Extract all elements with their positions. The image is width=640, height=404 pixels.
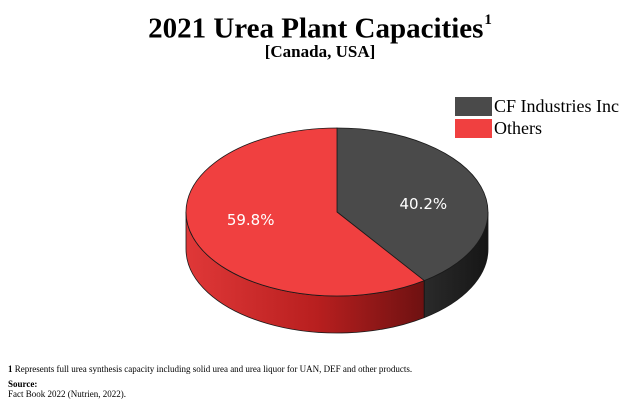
pie-slice-cf-industries-inc — [336, 127, 489, 282]
legend-label-others: Others — [494, 118, 542, 138]
pie-label-cf-industries-inc: 40.2% — [400, 195, 448, 213]
title-footnote-mark: 1 — [484, 12, 492, 28]
source-text: Fact Book 2022 (Nutrien, 2022). — [8, 389, 126, 399]
footnote: 1 Represents full urea synthesis capacit… — [8, 364, 412, 375]
chart-title: 2021 Urea Plant Capacities1 — [148, 12, 492, 45]
pie-slice-others — [185, 127, 426, 297]
chart-subtitle: [Canada, USA] — [264, 42, 376, 61]
legend-swatch-cf-industries — [455, 96, 492, 116]
legend-swatch-others — [455, 118, 492, 138]
legend-item-cf-industries: CF Industries Inc — [455, 95, 619, 117]
pie-label-others: 59.8% — [227, 211, 275, 229]
footnote-text: Represents full urea synthesis capacity … — [14, 364, 413, 374]
footnote-marker: 1 — [8, 364, 13, 374]
source-heading: Source: — [8, 379, 38, 389]
legend-item-others: Others — [455, 117, 619, 139]
legend: CF Industries Inc Others — [455, 95, 619, 139]
legend-label-cf-industries: CF Industries Inc — [494, 96, 619, 116]
